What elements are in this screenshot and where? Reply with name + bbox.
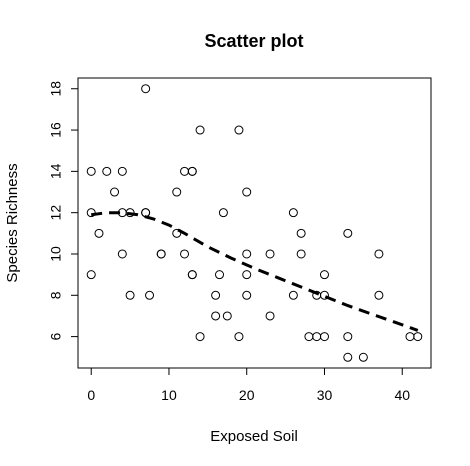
data-point bbox=[145, 290, 155, 300]
y-tick-label: 16 bbox=[48, 122, 64, 138]
data-point bbox=[319, 270, 329, 280]
x-tick-label: 0 bbox=[87, 387, 95, 403]
data-point bbox=[172, 228, 182, 238]
data-point bbox=[234, 125, 244, 135]
x-tick-label: 20 bbox=[239, 387, 255, 403]
data-point bbox=[218, 208, 228, 218]
data-point bbox=[265, 249, 275, 259]
x-tick-label: 40 bbox=[394, 387, 410, 403]
data-point bbox=[374, 249, 384, 259]
trend-line-path bbox=[91, 211, 419, 332]
data-point bbox=[405, 332, 415, 342]
data-point bbox=[296, 228, 306, 238]
y-tick-label: 12 bbox=[48, 205, 64, 221]
data-point bbox=[242, 290, 252, 300]
x-tick-label: 30 bbox=[317, 387, 333, 403]
y-tick-label: 18 bbox=[48, 81, 64, 97]
data-point bbox=[94, 228, 104, 238]
data-point bbox=[125, 208, 135, 218]
data-point bbox=[187, 166, 197, 176]
data-point bbox=[141, 84, 151, 94]
data-point bbox=[102, 166, 112, 176]
data-point bbox=[195, 332, 205, 342]
data-point bbox=[156, 249, 166, 259]
data-point bbox=[288, 290, 298, 300]
data-point bbox=[215, 270, 225, 280]
data-point bbox=[117, 249, 127, 259]
data-point bbox=[265, 311, 275, 321]
x-axis-label: Exposed Soil bbox=[210, 428, 298, 445]
data-point bbox=[125, 290, 135, 300]
data-point bbox=[234, 332, 244, 342]
data-point bbox=[358, 352, 368, 362]
data-point bbox=[211, 311, 221, 321]
data-point bbox=[296, 249, 306, 259]
y-tick-label: 6 bbox=[48, 333, 64, 341]
data-point bbox=[187, 270, 197, 280]
data-point bbox=[343, 228, 353, 238]
chart-title: Scatter plot bbox=[204, 31, 303, 51]
data-point bbox=[304, 332, 314, 342]
data-point bbox=[242, 270, 252, 280]
y-tick-label: 8 bbox=[48, 291, 64, 299]
scatter-points bbox=[86, 84, 423, 362]
y-tick-label: 14 bbox=[48, 163, 64, 179]
data-point bbox=[180, 166, 190, 176]
data-point bbox=[86, 208, 96, 218]
data-point bbox=[319, 332, 329, 342]
data-point bbox=[172, 187, 182, 197]
x-axis: 0 10 20 30 40 bbox=[87, 367, 410, 403]
data-point bbox=[343, 352, 353, 362]
data-point bbox=[110, 187, 120, 197]
y-axis: 6 8 10 12 14 16 18 bbox=[48, 81, 78, 341]
data-point bbox=[180, 249, 190, 259]
data-point bbox=[312, 332, 322, 342]
y-tick-label: 10 bbox=[48, 246, 64, 262]
data-point bbox=[195, 125, 205, 135]
plot-frame bbox=[77, 77, 432, 369]
data-point bbox=[211, 290, 221, 300]
data-point bbox=[319, 290, 329, 300]
data-point bbox=[242, 187, 252, 197]
data-point bbox=[222, 311, 232, 321]
data-point bbox=[86, 166, 96, 176]
data-point bbox=[343, 332, 353, 342]
data-point bbox=[288, 208, 298, 218]
data-point bbox=[86, 270, 96, 280]
data-point bbox=[242, 249, 252, 259]
y-axis-label: Species Richness bbox=[4, 163, 21, 282]
data-point bbox=[117, 166, 127, 176]
data-point bbox=[374, 290, 384, 300]
x-tick-label: 10 bbox=[161, 387, 177, 403]
data-point bbox=[413, 332, 423, 342]
smooth-trend-line bbox=[91, 211, 419, 332]
